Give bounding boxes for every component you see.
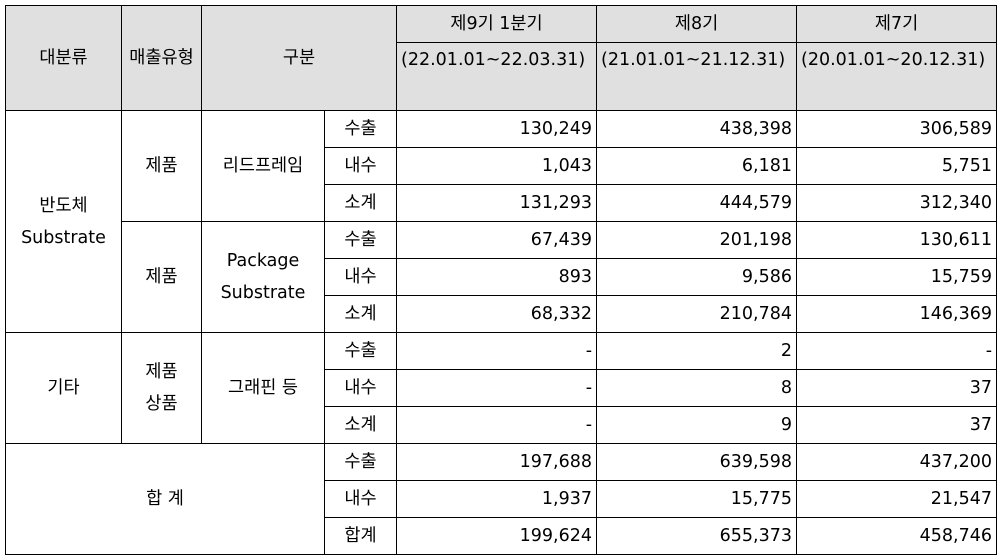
product-graphene: 그래핀 등 <box>201 332 325 444</box>
row-kind: 내수 <box>323 147 398 185</box>
table-row: 반도체 Substrate 제품 리드프레임 수출 130,249 438,39… <box>5 110 998 333</box>
value-cell: 5,751 <box>796 147 998 185</box>
row-kind: 수출 <box>323 110 398 148</box>
row-kind: 소계 <box>323 184 398 222</box>
table-row: 내수 1,937 15,775 21,547 <box>6 480 998 518</box>
table-row: 기타 제품 상품 그래핀 등 수출 - 2 - <box>5 332 998 444</box>
value-cell: 130,611 <box>796 221 998 259</box>
value-cell: 438,398 <box>596 110 798 148</box>
major-other: 기타 <box>5 332 122 444</box>
row-kind: 수출 <box>323 221 398 259</box>
value-cell: 458,746 <box>796 517 998 555</box>
table-row: 내수 - 8 37 <box>6 369 998 407</box>
table-row: 합 계 수출 197,688 639,598 437,200 <box>5 443 998 555</box>
sales-type-product: 제품 <box>121 110 202 222</box>
value-cell: 15,775 <box>596 480 798 518</box>
value-cell: 893 <box>396 258 598 296</box>
table-row: 소계 68,332 210,784 146,369 <box>6 295 998 333</box>
value-cell: 131,293 <box>396 184 598 222</box>
row-kind: 합계 <box>323 517 398 555</box>
sales-type-product: 제품 <box>121 221 202 333</box>
value-cell: - <box>796 332 998 370</box>
value-cell: 437,200 <box>796 443 998 481</box>
row-kind: 소계 <box>323 406 398 444</box>
value-cell: - <box>396 332 598 370</box>
header-period-1-label: 제9기 1분기 <box>396 5 598 43</box>
row-kind: 수출 <box>323 332 398 370</box>
table-row: 내수 1,043 6,181 5,751 <box>6 147 998 185</box>
sales-table: 대분류 매출유형 구분 제9기 1분기 제8기 제7기 (22.01.01~22… <box>5 5 998 555</box>
value-cell: 306,589 <box>796 110 998 148</box>
row-kind: 내수 <box>323 480 398 518</box>
value-cell: 1,937 <box>396 480 598 518</box>
product-package-substrate: Package Substrate <box>201 221 325 333</box>
row-kind: 내수 <box>323 369 398 407</box>
value-cell: 37 <box>796 369 998 407</box>
header-period-3-range: (20.01.01~20.12.31) <box>796 42 998 111</box>
value-cell: 9,586 <box>596 258 798 296</box>
table-row: 내수 893 9,586 15,759 <box>6 258 998 296</box>
row-kind: 내수 <box>323 258 398 296</box>
value-cell: 6,181 <box>596 147 798 185</box>
value-cell: 199,624 <box>396 517 598 555</box>
row-kind: 소계 <box>323 295 398 333</box>
header-sales-type: 매출유형 <box>121 5 202 111</box>
value-cell: 1,043 <box>396 147 598 185</box>
value-cell: 655,373 <box>596 517 798 555</box>
value-cell: 15,759 <box>796 258 998 296</box>
value-cell: 21,547 <box>796 480 998 518</box>
row-kind: 수출 <box>323 443 398 481</box>
value-cell: 146,369 <box>796 295 998 333</box>
value-cell: - <box>396 369 598 407</box>
value-cell: 37 <box>796 406 998 444</box>
product-leadframe: 리드프레임 <box>201 110 325 222</box>
value-cell: 2 <box>596 332 798 370</box>
value-cell: 9 <box>596 406 798 444</box>
header-major: 대분류 <box>5 5 122 111</box>
value-cell: 201,198 <box>596 221 798 259</box>
header-period-3-label: 제7기 <box>796 5 998 43</box>
value-cell: 312,340 <box>796 184 998 222</box>
value-cell: 444,579 <box>596 184 798 222</box>
value-cell: 8 <box>596 369 798 407</box>
value-cell: 67,439 <box>396 221 598 259</box>
header-period-2-range: (21.01.01~21.12.31) <box>596 42 798 111</box>
table-row: 제품 Package Substrate 수출 67,439 201,198 1… <box>6 221 998 333</box>
total-label: 합 계 <box>5 443 325 555</box>
value-cell: 197,688 <box>396 443 598 481</box>
header-category: 구분 <box>200 5 398 111</box>
sales-type-product-goods: 제품 상품 <box>121 332 202 444</box>
value-cell: 130,249 <box>396 110 598 148</box>
value-cell: 210,784 <box>596 295 798 333</box>
value-cell: 68,332 <box>396 295 598 333</box>
table-row: 소계 131,293 444,579 312,340 <box>6 184 998 222</box>
header-period-1-range: (22.01.01~22.03.31) <box>396 42 598 111</box>
table-row: 소계 - 9 37 <box>6 406 998 444</box>
major-semiconductor-substrate: 반도체 Substrate <box>5 110 122 333</box>
value-cell: - <box>396 406 598 444</box>
header-period-2-label: 제8기 <box>596 5 798 43</box>
value-cell: 639,598 <box>596 443 798 481</box>
